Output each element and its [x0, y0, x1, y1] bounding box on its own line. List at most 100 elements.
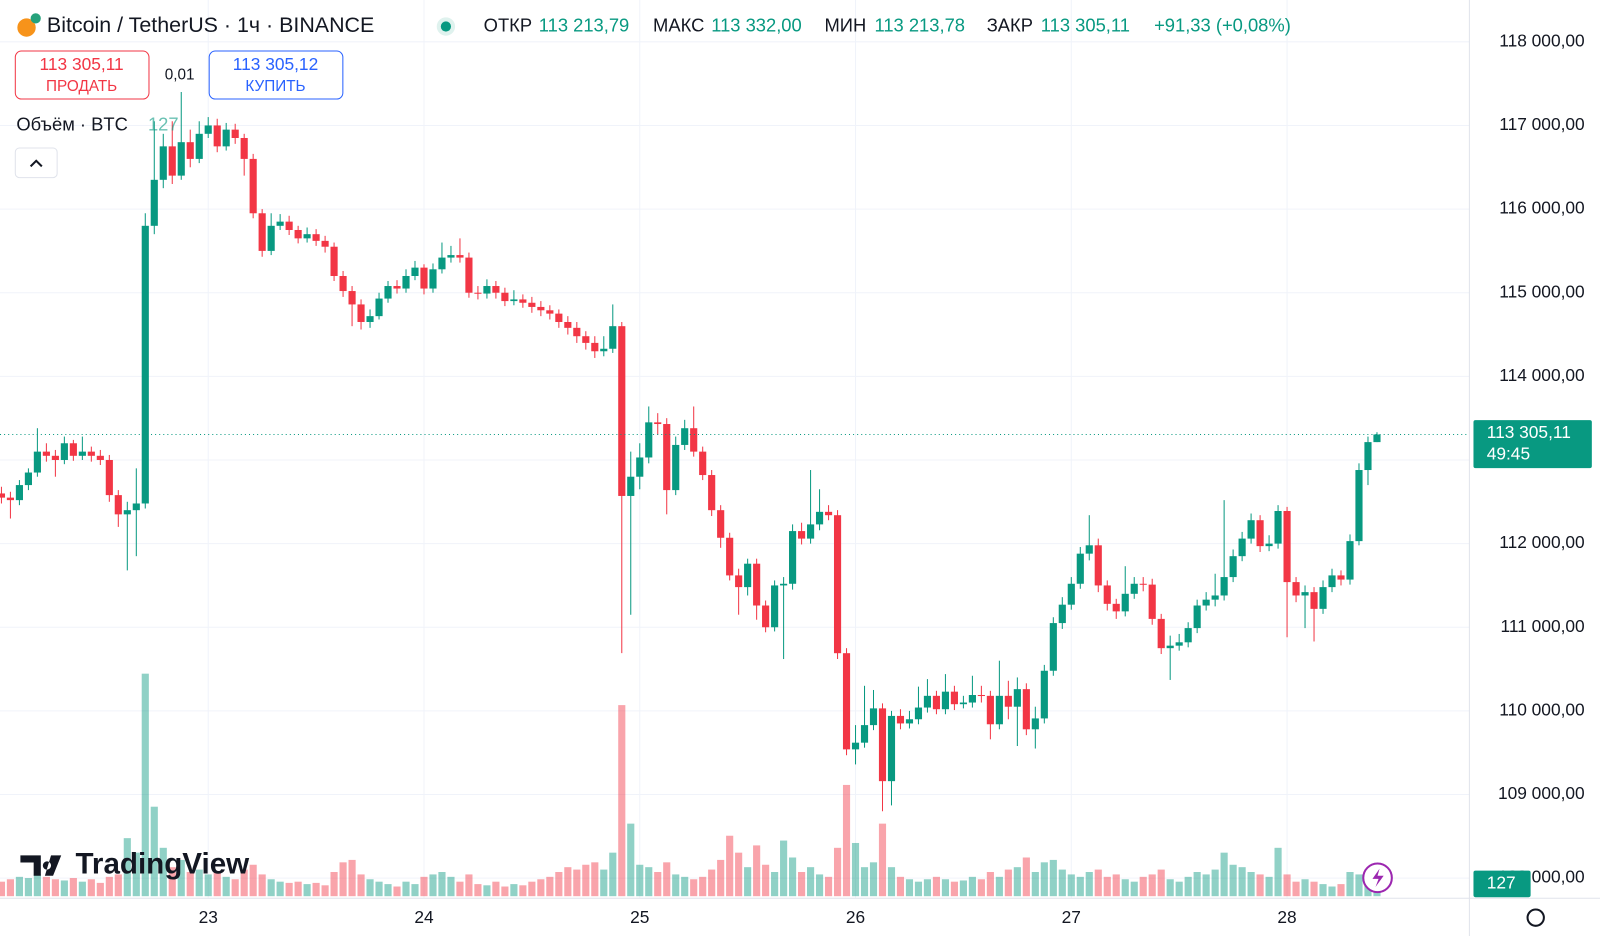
candle-body — [771, 585, 779, 628]
volume-bar — [950, 881, 958, 897]
candle-body — [177, 142, 185, 176]
candle-body — [528, 302, 536, 307]
candle-body — [1355, 470, 1363, 542]
volume-bar — [87, 879, 95, 897]
volume-bar — [402, 881, 410, 897]
volume-bar — [851, 842, 860, 897]
candle-body — [1031, 718, 1039, 730]
candle-body — [1085, 545, 1093, 554]
collapse-icon[interactable] — [29, 159, 43, 168]
y-tick-label: 112 000,00 — [1499, 532, 1584, 552]
volume-bar — [150, 806, 158, 897]
volume-bar — [447, 876, 455, 897]
collapse-button[interactable] — [14, 147, 58, 179]
candle-body — [582, 336, 590, 343]
volume-bar — [249, 864, 257, 897]
volume-bar — [681, 876, 689, 897]
sell-price[interactable]: 113 305,11 — [40, 54, 124, 74]
volume-bar — [1193, 872, 1201, 897]
volume-bar — [330, 872, 338, 897]
settings-icon[interactable] — [1526, 908, 1545, 927]
volume-bar — [1040, 862, 1048, 897]
candle-body — [1094, 545, 1102, 586]
candle-body — [555, 313, 563, 322]
buy-label[interactable]: КУПИТЬ — [245, 78, 305, 95]
volume-bar — [1166, 879, 1174, 897]
candle-body — [240, 137, 248, 159]
volume-bar — [519, 885, 527, 897]
volume-bar — [456, 881, 464, 897]
volume-bar — [1031, 872, 1039, 897]
volume-bar — [798, 872, 806, 897]
candle-body — [1301, 592, 1309, 596]
candle-body — [519, 299, 527, 303]
buy-button[interactable]: 113 305,12 КУПИТЬ — [208, 50, 344, 100]
alert-bolt[interactable] — [1372, 868, 1384, 888]
candle-body — [384, 286, 392, 299]
volume-bar — [1283, 874, 1291, 897]
volume-bar — [968, 876, 976, 897]
candle-body — [573, 327, 581, 337]
buy-box[interactable] — [208, 50, 344, 100]
candle-body — [465, 257, 473, 293]
candle-body — [69, 443, 77, 456]
volume-bar — [1211, 869, 1219, 897]
volume-bar — [762, 864, 770, 897]
candle-body — [204, 125, 212, 134]
volume-bar — [663, 862, 671, 897]
volume-bar — [1112, 874, 1120, 897]
candle-body — [564, 321, 572, 328]
volume-bar — [995, 876, 1003, 897]
candle-body — [483, 286, 491, 294]
candle-body — [114, 495, 122, 515]
buy-price[interactable]: 113 305,12 — [233, 54, 318, 74]
volume-bar — [977, 879, 985, 897]
volume-bar — [860, 867, 869, 897]
volume-bar — [807, 867, 815, 897]
volume-bar — [231, 879, 239, 897]
sell-box[interactable] — [14, 50, 150, 100]
candle-body — [348, 291, 356, 305]
candle-body — [330, 246, 338, 276]
volume-bar — [780, 840, 788, 897]
sell-button[interactable]: 113 305,11 ПРОДАТЬ — [14, 50, 150, 100]
candle-body — [420, 267, 428, 289]
candle-body — [1103, 585, 1111, 604]
volume-bar — [1202, 874, 1210, 897]
candle-body — [762, 605, 770, 628]
sell-label[interactable]: ПРОДАТЬ — [46, 78, 117, 95]
y-tick-label: 115 000,00 — [1499, 281, 1584, 301]
volume-bar — [384, 884, 392, 897]
last-price-label: 113 305,11 — [1487, 422, 1571, 442]
candles — [0, 91, 1470, 812]
candle-body — [833, 515, 842, 654]
candle-body — [123, 510, 131, 515]
volume-bar — [824, 876, 833, 897]
x-tick-label: 25 — [630, 907, 649, 927]
volume-bar — [258, 874, 266, 897]
volume-bar — [600, 869, 608, 897]
volume-bar — [240, 869, 248, 897]
volume-bar — [1220, 852, 1228, 897]
ohlc-label: МИН — [824, 14, 866, 35]
volume-bar — [24, 878, 32, 897]
volume-bar — [815, 874, 824, 897]
change: +91,33 (+0,08%) — [1154, 14, 1291, 35]
candle-body — [33, 451, 41, 473]
candle-body — [429, 269, 437, 289]
candle-body — [150, 179, 158, 226]
volume-bar — [582, 864, 590, 897]
volume-bar — [465, 874, 473, 897]
candle-body — [663, 424, 671, 491]
candle-body — [851, 742, 860, 750]
volume-bar — [1076, 876, 1084, 897]
candle-body — [950, 691, 958, 705]
last-price-box — [1473, 420, 1592, 469]
volume-bar — [1175, 881, 1183, 897]
volume-bar — [1094, 869, 1102, 897]
volume-bar — [708, 869, 716, 897]
volume-bar — [1004, 869, 1012, 897]
candle-body — [51, 455, 59, 460]
candle-body — [402, 275, 410, 289]
symbol-title: Bitcoin / TetherUS · 1ч · BINANCE — [47, 13, 374, 37]
